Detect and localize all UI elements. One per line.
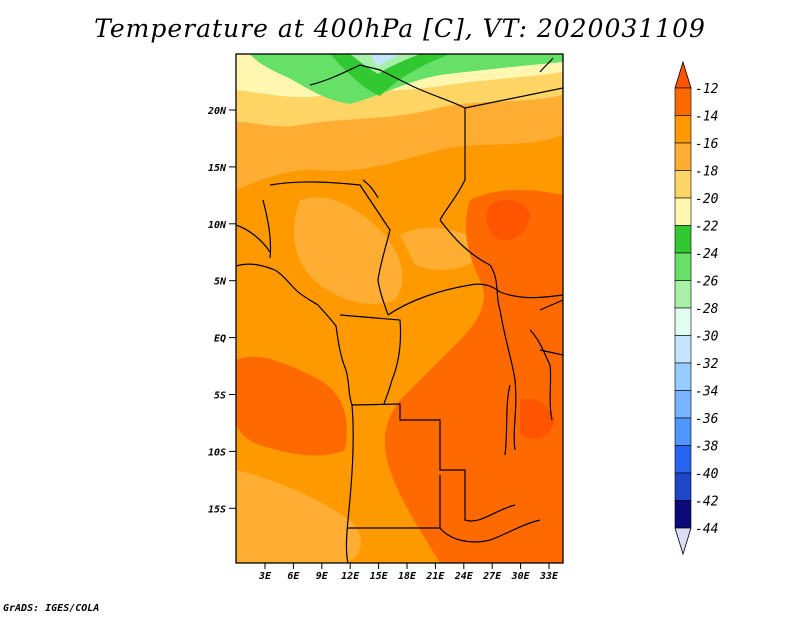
- colorbar-box: [674, 170, 692, 199]
- colorbar-box: [674, 500, 692, 529]
- colorbar-label: -26: [695, 275, 719, 290]
- colorbar-label: -16: [695, 137, 719, 152]
- lon-label: 27E: [482, 571, 502, 582]
- lat-label: 10N: [208, 220, 227, 231]
- lat-label: 5S: [214, 391, 226, 402]
- lon-label: 12E: [341, 571, 360, 582]
- colorbar-label: -32: [695, 357, 719, 372]
- lat-label: 10S: [208, 447, 226, 458]
- colorbar-box: [674, 280, 692, 309]
- colorbar-top-triangle: [674, 60, 692, 89]
- colorbar-label: -30: [695, 330, 719, 345]
- longitude-axis: 3E 6E 9E 12E 15E 18E 21E 24E 27E 30E 33E: [258, 563, 559, 582]
- lon-label: 21E: [425, 571, 445, 582]
- colorbar-label: -28: [695, 302, 719, 317]
- colorbar-box: [674, 252, 692, 281]
- map-frame: [235, 53, 564, 564]
- colorbar-box: [674, 115, 692, 144]
- lat-label: 20N: [207, 106, 227, 117]
- colorbar-box: [674, 362, 692, 391]
- colorbar: -12 -14 -16 -18 -20 -22 -24 -26 -28 -30 -32 -34 -36 -…: [674, 60, 719, 556]
- colorbar-box: [674, 445, 692, 474]
- colorbar-label: -34: [695, 385, 718, 400]
- grads-credit: GrADS: IGES/COLA: [3, 603, 100, 614]
- lon-label: 3E: [258, 571, 272, 582]
- latitude-axis: 20N 15N 10N 5N EQ 5S 10S 15S: [207, 106, 236, 515]
- colorbar-label: -40: [695, 467, 719, 482]
- colorbar-label: -44: [695, 522, 718, 537]
- colorbar-label: -24: [695, 247, 718, 262]
- colorbar-box: [674, 197, 692, 226]
- colorbar-label: -20: [695, 192, 719, 207]
- colorbar-box: [674, 472, 692, 501]
- lon-label: 30E: [511, 571, 531, 582]
- colorbar-label: -42: [695, 495, 719, 510]
- colorbar-label: -22: [695, 220, 719, 235]
- colorbar-box: [674, 142, 692, 171]
- colorbar-label: -14: [695, 110, 718, 125]
- colorbar-bottom-triangle: [674, 527, 692, 556]
- colorbar-label: -18: [695, 165, 719, 180]
- lon-label: 6E: [287, 571, 300, 582]
- colorbar-label: -38: [695, 440, 719, 455]
- colorbar-box: [674, 307, 692, 336]
- lon-label: 15E: [370, 571, 389, 582]
- chart-title: Temperature at 400hPa [C], VT: 202003110…: [94, 14, 706, 43]
- colorbar-box: [674, 225, 692, 254]
- colorbar-box: [674, 417, 692, 446]
- lon-label: 33E: [539, 571, 559, 582]
- colorbar-box: [674, 390, 692, 419]
- lat-label: 15N: [208, 163, 227, 174]
- lat-label: 15S: [208, 504, 226, 515]
- lon-label: 24E: [454, 571, 474, 582]
- colorbar-label: -36: [695, 412, 719, 427]
- colorbar-box: [674, 87, 692, 116]
- country-borders: [236, 57, 563, 563]
- lon-label: 18E: [398, 571, 417, 582]
- lat-label: 5N: [214, 277, 227, 288]
- lon-label: 9E: [316, 571, 329, 582]
- colorbar-box: [674, 335, 692, 364]
- colorbar-label: -12: [695, 82, 719, 97]
- lat-label: EQ: [214, 334, 226, 345]
